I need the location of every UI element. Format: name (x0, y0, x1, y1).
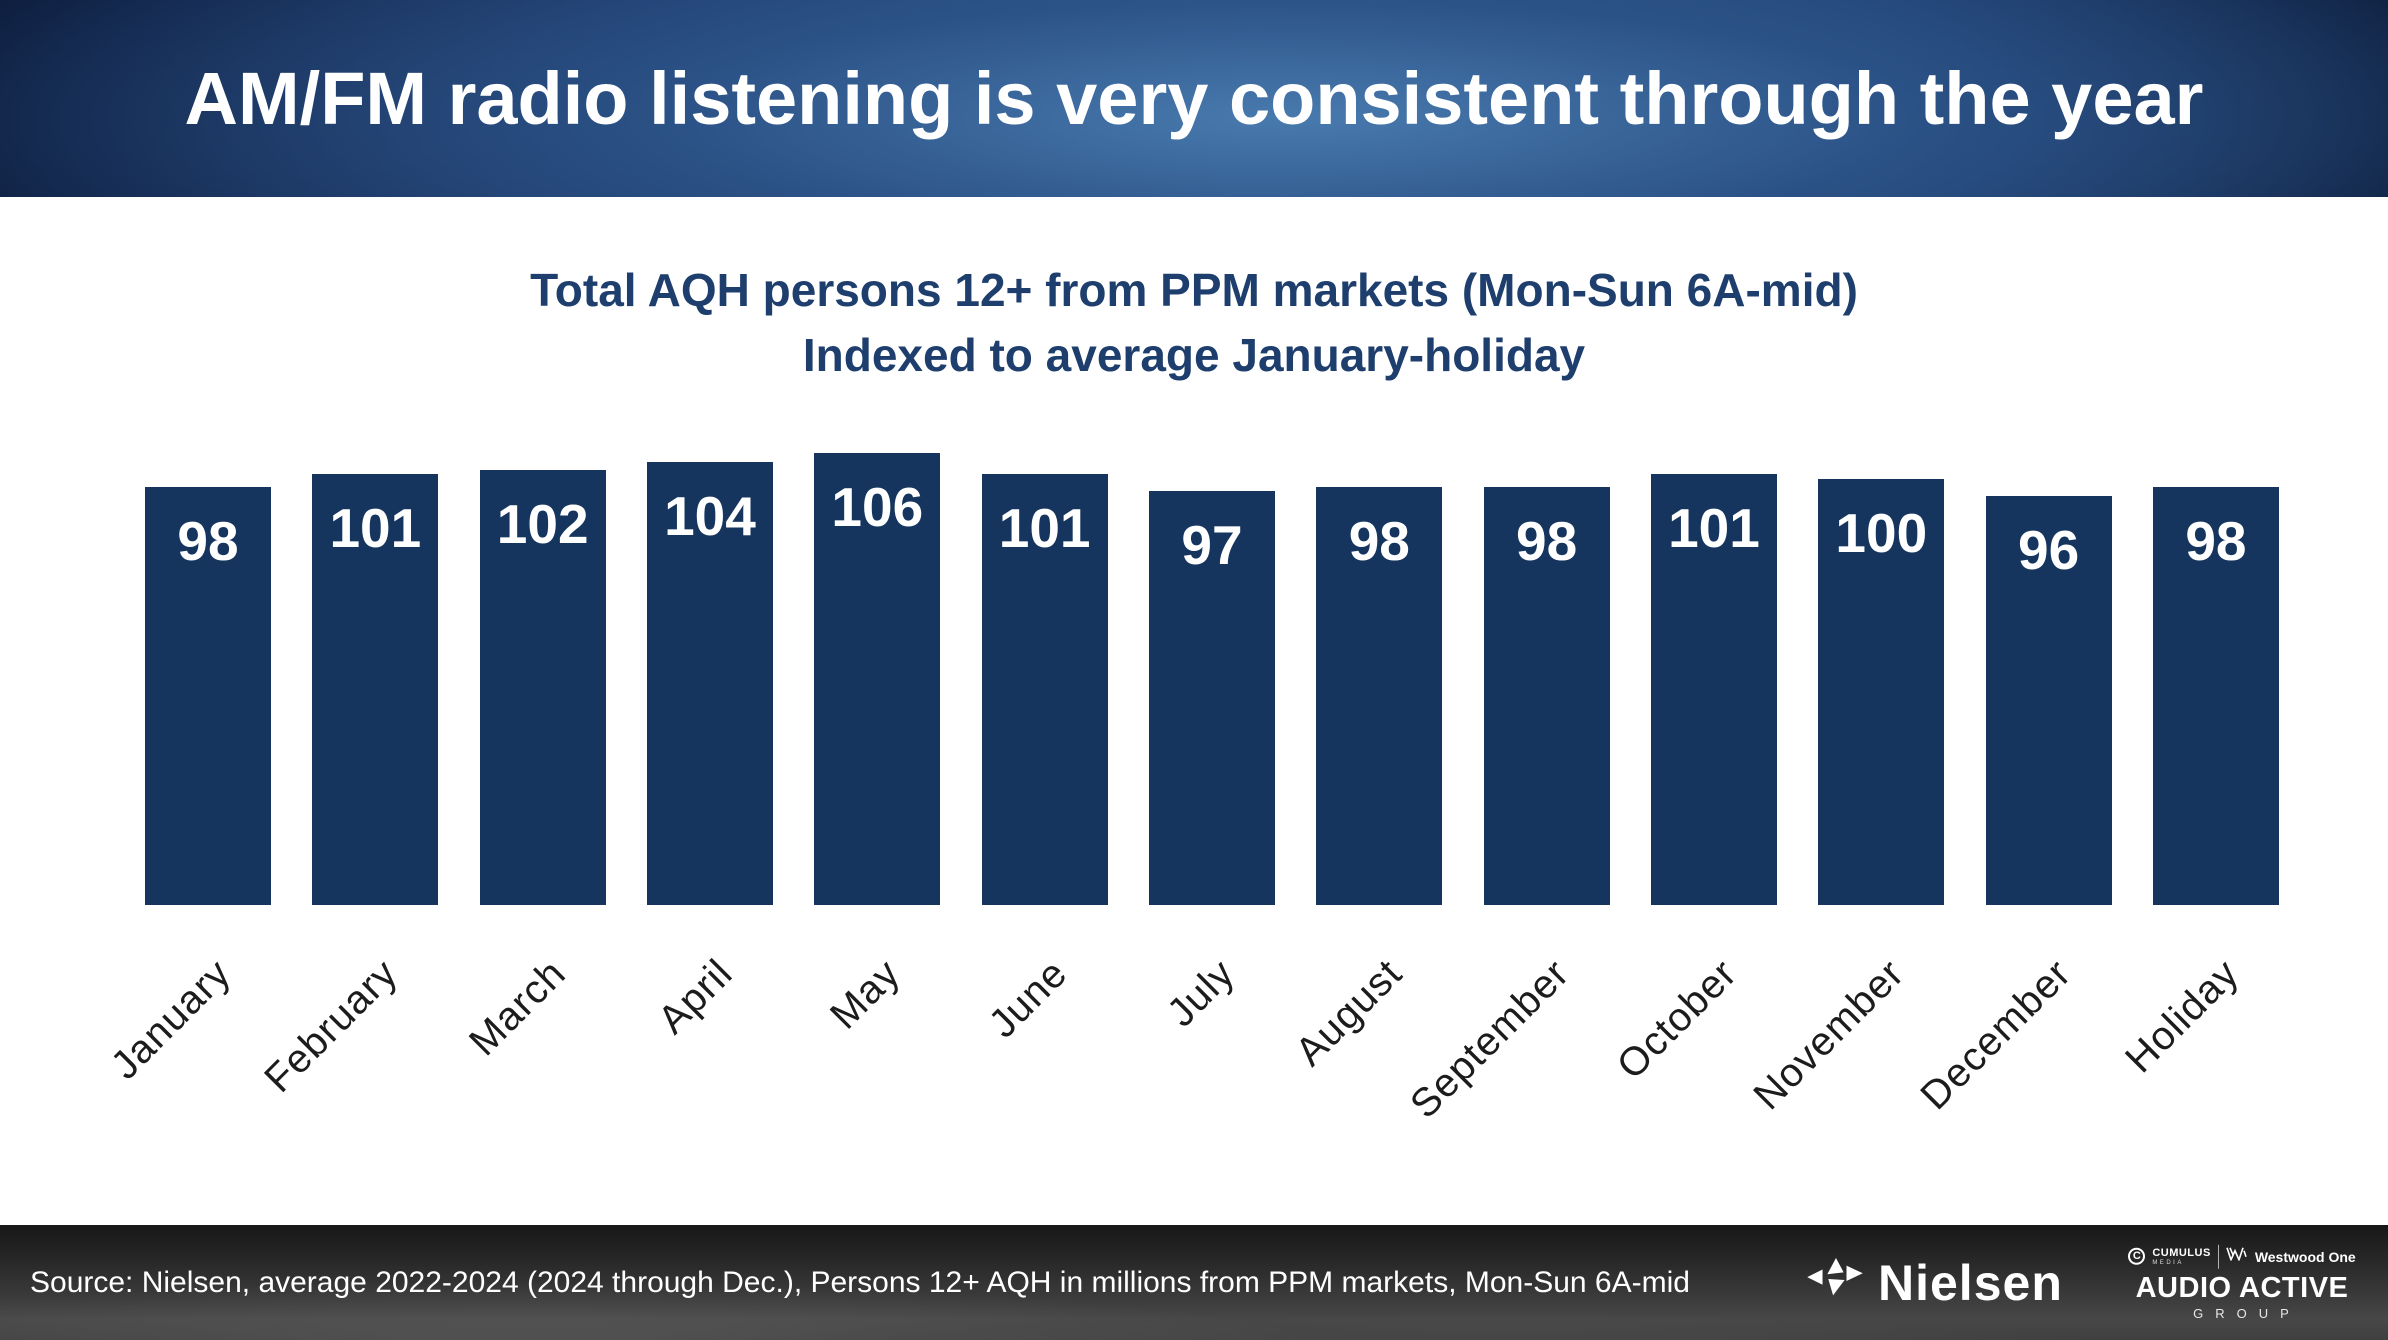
bar-november: 100 November (1745, 479, 1945, 1118)
bar-october: 101 October (1608, 474, 1777, 1088)
page-title: AM/FM radio listening is very consistent… (184, 57, 2204, 140)
x-axis-label: Holiday (2116, 951, 2248, 1082)
bar-december: 96 December (1912, 496, 2112, 1118)
x-axis-label: August (1286, 951, 1411, 1075)
bar-february: 101 February (256, 474, 439, 1101)
bar-september: 98 September (1402, 487, 1610, 1127)
x-axis-label: December (1912, 951, 2080, 1119)
bar-chart: 98 January 101 February 102 March 104 April 106 M… (102, 445, 2279, 1127)
bar-value-label: 98 (1348, 510, 1410, 572)
x-axis-label: January (102, 951, 240, 1088)
x-axis-label: April (649, 951, 742, 1043)
audio-active-wordmark: AUDIO ACTIVE (2135, 1271, 2349, 1304)
x-axis-label: October (1608, 951, 1746, 1088)
bar-july: 97 July (1148, 491, 1275, 1035)
nielsen-logo-icon (1806, 1257, 1864, 1308)
logo-divider (2217, 1244, 2219, 1269)
bar-value-label: 98 (177, 510, 239, 572)
footer-bar: Source: Nielsen, average 2022-2024 (2024… (0, 1225, 2388, 1340)
audio-active-group-top-row: C CUMULUS MEDIA Westwood One (2126, 1244, 2358, 1269)
bar-value-label: 98 (1516, 510, 1578, 572)
x-axis-label: March (460, 951, 574, 1065)
x-axis-label: June (980, 951, 1076, 1047)
group-wordmark: GROUP (2193, 1305, 2301, 1321)
x-axis-label: February (256, 951, 407, 1101)
cumulus-media-icon: C (2128, 1247, 2146, 1265)
bar-value-label: 104 (664, 485, 756, 547)
bar-value-label: 96 (2018, 519, 2080, 581)
bar-value-label: 100 (1835, 502, 1928, 564)
bar-value-label: 97 (1181, 514, 1243, 576)
x-axis-label: July (1158, 951, 1244, 1036)
bar-value-label: 98 (2185, 510, 2247, 572)
westwood-one-wordmark: Westwood One (2254, 1248, 2356, 1265)
bar-march: 102 March (461, 470, 606, 1064)
bar-august: 98 August (1287, 487, 1443, 1074)
x-axis-label: September (1401, 951, 1578, 1127)
x-axis-label: November (1745, 951, 1913, 1119)
bar-value-label: 102 (496, 493, 589, 555)
bar-value-label: 106 (831, 476, 924, 538)
bar-value-label: 101 (1668, 497, 1760, 559)
source-note: Source: Nielsen, average 2022-2024 (2024… (30, 1265, 1690, 1299)
nielsen-wordmark: Nielsen (1878, 1254, 2063, 1311)
x-axis-label: May (821, 951, 909, 1038)
bar-may: 106 May (814, 453, 941, 1038)
bar-june: 101 June (980, 474, 1108, 1046)
bar-value-label: 101 (998, 497, 1091, 559)
audio-active-group-logo: C CUMULUS MEDIA Westwood One AUDIO ACTIV… (2126, 1244, 2358, 1321)
bar-holiday: 98 Holiday (2117, 487, 2279, 1081)
header-banner: AM/FM radio listening is very consistent… (0, 0, 2388, 197)
chart-title-line1: Total AQH persons 12+ from PPM markets (… (530, 264, 1858, 316)
westwood-one-icon (2226, 1247, 2248, 1266)
chart-title: Total AQH persons 12+ from PPM markets (… (0, 258, 2388, 388)
bar-april: 104 April (646, 462, 773, 1042)
chart-title-line2: Indexed to average January-holiday (802, 329, 1586, 381)
nielsen-logo: Nielsen (1806, 1254, 2063, 1312)
cumulus-media-wordmark: CUMULUS MEDIA (2152, 1246, 2211, 1266)
bar-january: 98 January (102, 487, 271, 1088)
bar-value-label: 101 (329, 497, 422, 559)
